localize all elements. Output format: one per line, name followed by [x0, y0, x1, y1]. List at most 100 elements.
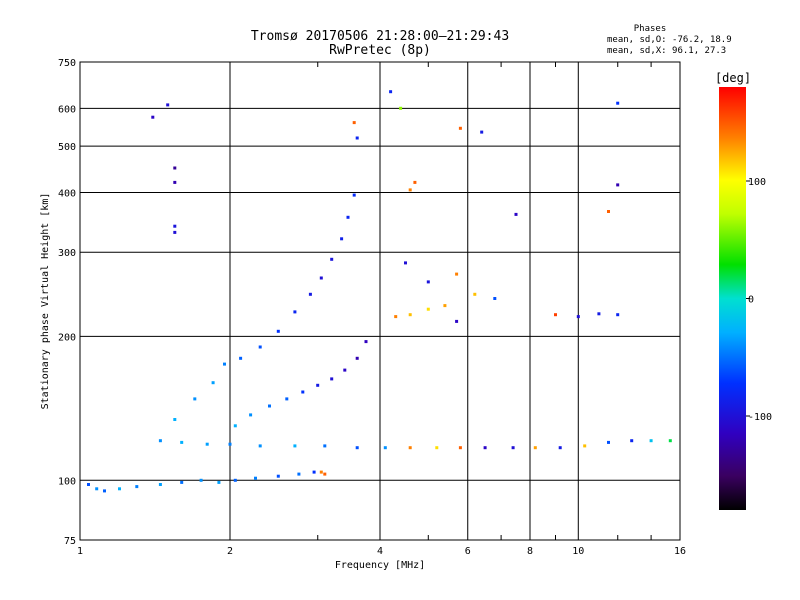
echo-point — [217, 480, 221, 484]
echo-point — [103, 489, 106, 493]
echo-point — [323, 444, 327, 448]
echo-point — [301, 390, 305, 394]
echo-point — [352, 121, 356, 125]
echo-point — [297, 472, 301, 476]
chart-title: Tromsø 20170506 21:28:00–21:29:43 — [251, 29, 509, 44]
echo-point — [511, 446, 515, 450]
echo-point — [394, 315, 398, 319]
echo-point — [276, 474, 280, 478]
echo-point — [173, 180, 177, 184]
echo-point — [346, 215, 350, 219]
echo-point — [135, 485, 139, 489]
colorbar-unit: [deg] — [715, 71, 751, 85]
echo-point — [118, 487, 121, 491]
echo-point — [607, 440, 610, 444]
echo-point — [404, 261, 407, 265]
echo-point — [180, 440, 184, 444]
echo-point — [268, 404, 271, 408]
echo-point — [180, 480, 184, 484]
echo-point — [254, 476, 257, 480]
echo-point — [514, 212, 518, 216]
colorbar — [719, 87, 746, 510]
echo-point — [319, 276, 323, 280]
echo-point — [649, 439, 653, 443]
echo-point — [258, 345, 262, 349]
echo-point — [443, 304, 447, 308]
echo-point — [223, 362, 226, 366]
y-axis-ticks: 75 100 200 300 400 500 600 750 — [58, 58, 76, 547]
echo-point — [483, 446, 487, 450]
y-tick-label: 200 — [58, 332, 76, 343]
echo-point — [312, 470, 316, 474]
echo-point — [239, 356, 243, 360]
echo-point — [355, 356, 359, 360]
echo-point — [330, 257, 334, 261]
echo-point — [276, 329, 280, 333]
echo-point — [408, 446, 412, 450]
y-tick-label: 300 — [58, 248, 76, 259]
echo-point — [293, 310, 297, 314]
echo-point — [173, 230, 177, 234]
echo-point — [455, 272, 459, 276]
echo-point — [493, 297, 497, 300]
phase-x-stats: mean, sd,X: 96.1, 27.3 — [607, 46, 726, 56]
echo-point — [399, 106, 403, 110]
echo-point — [458, 126, 462, 130]
echo-point — [554, 313, 557, 317]
echo-point — [558, 446, 562, 450]
phase-o-stats: mean, sd,O: -76.2, 18.9 — [607, 35, 732, 45]
echo-point — [630, 439, 634, 443]
chart-subtitle: RwPretec (8p) — [329, 43, 431, 58]
y-tick-label: 500 — [58, 142, 76, 153]
echo-point — [193, 397, 197, 401]
echo-point — [408, 313, 412, 317]
echo-point — [330, 377, 334, 381]
echo-point — [173, 418, 177, 421]
echo-point — [319, 470, 323, 474]
echo-point — [408, 188, 412, 192]
echo-point — [95, 487, 99, 491]
echo-point — [173, 166, 177, 170]
x-axis-ticks: 1 2 4 6 8 10 16 — [77, 62, 686, 557]
x-tick-label: 4 — [377, 546, 383, 557]
echo-point — [340, 237, 344, 241]
echo-point — [151, 115, 155, 119]
colorbar-tick-label: 100 — [748, 177, 766, 188]
echo-point — [249, 413, 253, 417]
echo-point — [355, 446, 359, 450]
echo-point — [458, 446, 462, 450]
echo-point — [343, 368, 347, 372]
echo-point — [583, 444, 587, 448]
echo-point — [355, 136, 359, 140]
echo-point — [364, 340, 368, 344]
x-tick-label: 10 — [572, 546, 584, 557]
x-axis-label: Frequency [MHz] — [335, 560, 425, 571]
y-tick-label: 400 — [58, 188, 76, 199]
echo-point — [668, 439, 672, 443]
y-tick-label: 600 — [58, 104, 76, 115]
echo-point — [389, 90, 393, 94]
grid-lines — [80, 62, 680, 540]
x-tick-label: 2 — [227, 546, 233, 557]
y-axis-label: Stationary phase Virtual Height [km] — [40, 193, 51, 410]
echo-point — [199, 478, 203, 482]
echo-point — [455, 319, 459, 323]
echo-point — [352, 193, 356, 197]
echo-point — [87, 483, 90, 486]
x-tick-label: 1 — [77, 546, 83, 557]
echo-point — [576, 315, 580, 319]
phase-heading: Phases — [634, 24, 667, 34]
echo-point — [173, 224, 177, 228]
data-points — [87, 90, 672, 493]
y-tick-label: 750 — [58, 58, 76, 69]
echo-point — [205, 442, 209, 446]
echo-point — [473, 292, 477, 296]
colorbar-ticks: 100 0 -100 — [746, 177, 772, 423]
echo-point — [158, 483, 162, 486]
echo-point — [293, 444, 297, 448]
echo-point — [426, 307, 430, 311]
echo-point — [616, 183, 620, 187]
echo-point — [426, 280, 430, 284]
echo-point — [435, 446, 439, 450]
